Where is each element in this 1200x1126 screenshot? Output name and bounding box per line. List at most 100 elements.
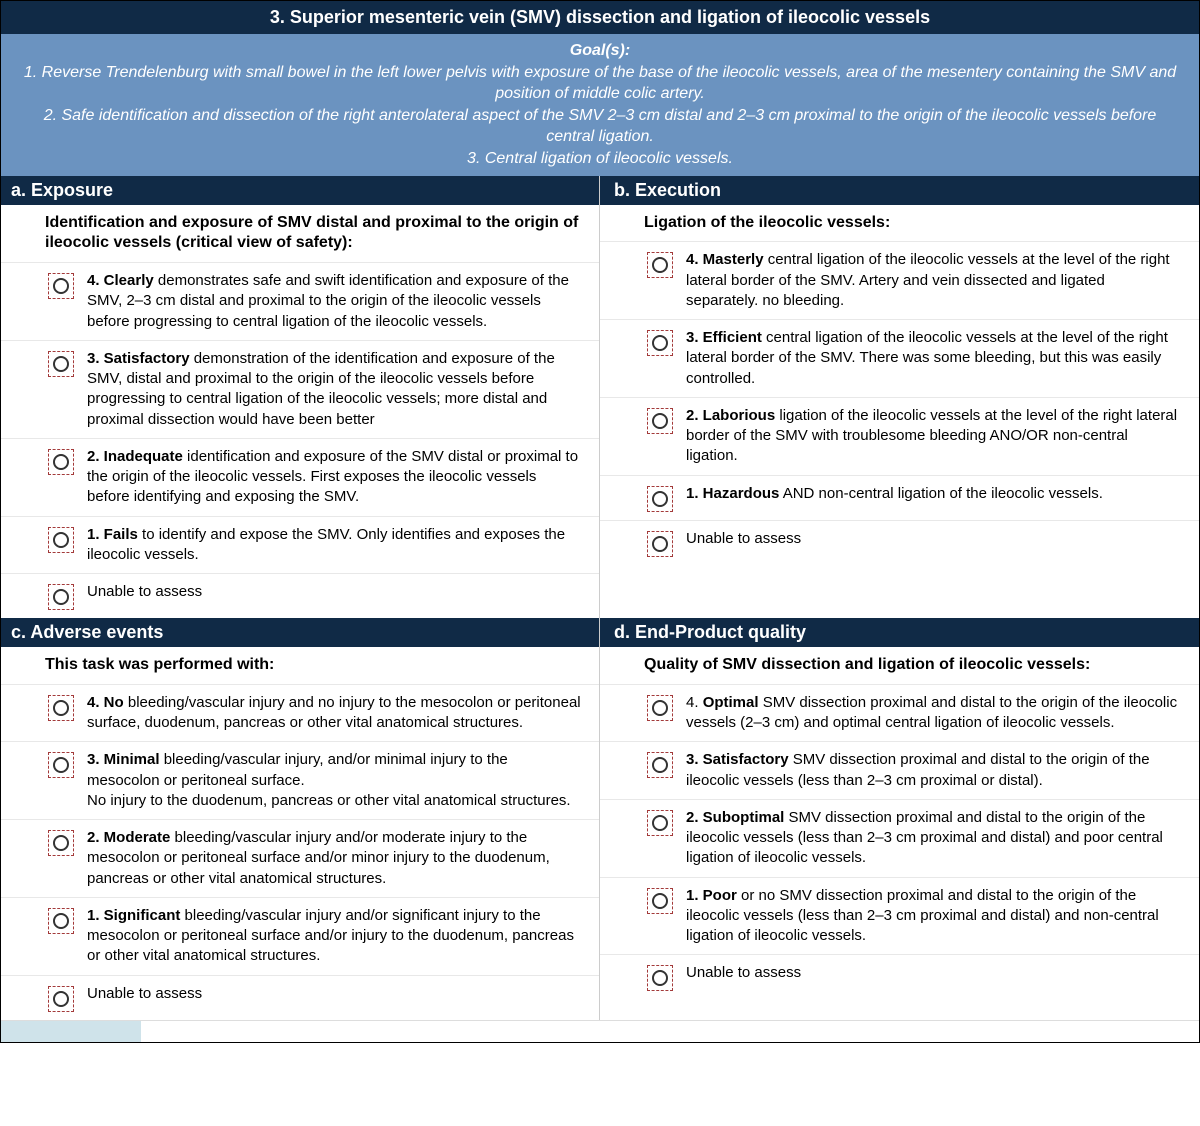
rating-text: 3. Satisfactory demonstration of the ide… [81, 349, 589, 430]
radio-wrap [41, 984, 81, 1012]
rating-text: 3. Satisfactory SMV dissection proximal … [680, 750, 1189, 791]
radio-circle-icon [652, 893, 668, 909]
section-c: c. Adverse events This task was performe… [1, 618, 600, 1020]
section-b: b. Execution Ligation of the ileocolic v… [600, 176, 1199, 619]
rating-row: 4. No bleeding/vascular injury and no in… [1, 684, 599, 742]
rating-text: 4. No bleeding/vascular injury and no in… [81, 693, 589, 734]
rating-row: Unable to assess [600, 954, 1199, 999]
radio-option[interactable] [48, 752, 74, 778]
rating-row: 4. Optimal SMV dissection proximal and d… [600, 684, 1199, 742]
rating-row: 2. Inadequate identification and exposur… [1, 438, 599, 516]
radio-option[interactable] [647, 531, 673, 557]
radio-wrap [41, 525, 81, 553]
goals-label: Goal(s): [19, 40, 1181, 62]
radio-option[interactable] [48, 584, 74, 610]
rating-row: Unable to assess [600, 520, 1199, 565]
rating-text: 2. Laborious ligation of the ileocolic v… [680, 406, 1189, 467]
radio-wrap [41, 447, 81, 475]
radio-wrap [41, 271, 81, 299]
radio-wrap [41, 828, 81, 856]
goal-1: 1. Reverse Trendelenburg with small bowe… [19, 62, 1181, 105]
rating-text: 1. Hazardous AND non-central ligation of… [680, 484, 1189, 504]
rating-row: 2. Suboptimal SMV dissection proximal an… [600, 799, 1199, 877]
rating-text: 1. Poor or no SMV dissection proximal an… [680, 886, 1189, 947]
rating-row: 2. Moderate bleeding/vascular injury and… [1, 819, 599, 897]
section-d-header: d. End-Product quality [600, 618, 1199, 647]
radio-option[interactable] [647, 330, 673, 356]
radio-circle-icon [53, 454, 69, 470]
section-d: d. End-Product quality Quality of SMV di… [600, 618, 1199, 1020]
radio-option[interactable] [48, 908, 74, 934]
rating-text: 3. Minimal bleeding/vascular injury, and… [81, 750, 589, 811]
rating-text: 4. Optimal SMV dissection proximal and d… [680, 693, 1189, 734]
radio-option[interactable] [48, 527, 74, 553]
section-b-rows: 4. Masterly central ligation of the ileo… [600, 241, 1199, 564]
radio-option[interactable] [48, 695, 74, 721]
radio-circle-icon [652, 970, 668, 986]
rating-text: 4. Masterly central ligation of the ileo… [680, 250, 1189, 311]
rating-row: Unable to assess [1, 975, 599, 1020]
radio-option[interactable] [48, 273, 74, 299]
radio-option[interactable] [647, 965, 673, 991]
goals-block: Goal(s): 1. Reverse Trendelenburg with s… [1, 34, 1199, 176]
radio-circle-icon [652, 757, 668, 773]
radio-wrap [640, 250, 680, 278]
rating-row: 1. Poor or no SMV dissection proximal an… [600, 877, 1199, 955]
radio-circle-icon [53, 757, 69, 773]
rating-row: 2. Laborious ligation of the ileocolic v… [600, 397, 1199, 475]
radio-circle-icon [652, 257, 668, 273]
radio-option[interactable] [48, 351, 74, 377]
radio-circle-icon [652, 536, 668, 552]
radio-circle-icon [53, 991, 69, 1007]
radio-option[interactable] [48, 449, 74, 475]
rating-text: 3. Efficient central ligation of the ile… [680, 328, 1189, 389]
rating-row: 3. Satisfactory SMV dissection proximal … [600, 741, 1199, 799]
section-c-rows: 4. No bleeding/vascular injury and no in… [1, 684, 599, 1020]
radio-wrap [640, 484, 680, 512]
row-cd: c. Adverse events This task was performe… [1, 618, 1199, 1020]
radio-option[interactable] [48, 830, 74, 856]
radio-circle-icon [652, 815, 668, 831]
radio-circle-icon [652, 700, 668, 716]
radio-wrap [640, 693, 680, 721]
radio-option[interactable] [647, 888, 673, 914]
rating-row: 1. Fails to identify and expose the SMV.… [1, 516, 599, 574]
section-a-sub: Identification and exposure of SMV dista… [1, 205, 599, 263]
radio-wrap [640, 808, 680, 836]
radio-option[interactable] [48, 986, 74, 1012]
main-header: 3. Superior mesenteric vein (SMV) dissec… [1, 1, 1199, 34]
radio-option[interactable] [647, 408, 673, 434]
radio-circle-icon [652, 335, 668, 351]
rating-text: 2. Inadequate identification and exposur… [81, 447, 589, 508]
radio-wrap [41, 906, 81, 934]
radio-circle-icon [53, 278, 69, 294]
rating-text: Unable to assess [81, 984, 589, 1004]
rating-row: 4. Clearly demonstrates safe and swift i… [1, 262, 599, 340]
section-a-rows: 4. Clearly demonstrates safe and swift i… [1, 262, 599, 618]
rating-text: Unable to assess [81, 582, 589, 602]
goal-3: 3. Central ligation of ileocolic vessels… [19, 148, 1181, 170]
rating-text: 4. Clearly demonstrates safe and swift i… [81, 271, 589, 332]
radio-wrap [640, 328, 680, 356]
section-a-header: a. Exposure [1, 176, 599, 205]
radio-option[interactable] [647, 252, 673, 278]
rating-row: 4. Masterly central ligation of the ileo… [600, 241, 1199, 319]
radio-option[interactable] [647, 752, 673, 778]
radio-wrap [640, 529, 680, 557]
goal-2: 2. Safe identification and dissection of… [19, 105, 1181, 148]
radio-circle-icon [53, 835, 69, 851]
rating-text: Unable to assess [680, 963, 1189, 983]
rating-row: Unable to assess [1, 573, 599, 618]
radio-circle-icon [53, 913, 69, 929]
rating-text: 2. Moderate bleeding/vascular injury and… [81, 828, 589, 889]
row-ab: a. Exposure Identification and exposure … [1, 176, 1199, 619]
rating-text: 1. Fails to identify and expose the SMV.… [81, 525, 589, 566]
radio-wrap [41, 693, 81, 721]
radio-wrap [640, 750, 680, 778]
radio-option[interactable] [647, 695, 673, 721]
radio-circle-icon [652, 491, 668, 507]
radio-option[interactable] [647, 486, 673, 512]
radio-wrap [41, 349, 81, 377]
radio-option[interactable] [647, 810, 673, 836]
section-d-sub: Quality of SMV dissection and ligation o… [600, 647, 1199, 684]
